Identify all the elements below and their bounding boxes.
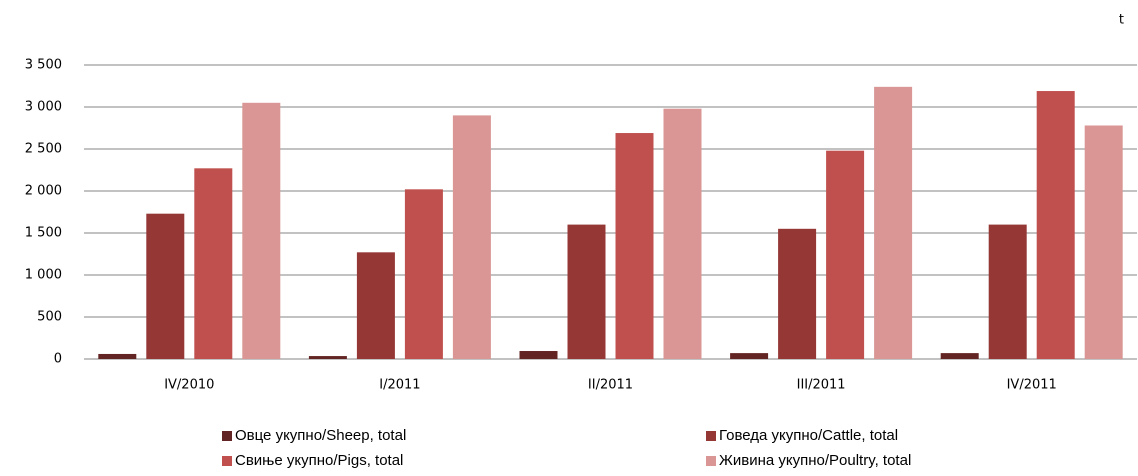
legend-label: Овце укупно/Sheep, total [235,427,406,444]
legend-swatch [222,456,232,466]
y-tick-label: 1 000 [25,268,62,283]
bar [826,150,865,359]
bar [730,353,769,359]
x-tick-label: I/2011 [379,378,420,393]
bar [98,353,137,359]
y-tick-label: 0 [54,352,62,367]
bar [874,86,913,359]
legend-label: Живина укупно/Poultry, total [719,452,911,469]
unit-label: t [1119,13,1124,28]
bar [242,102,281,360]
x-tick-label: II/2011 [588,378,633,393]
y-tick-label: 1 500 [25,226,62,241]
x-tick-label: III/2011 [797,378,846,393]
y-tick-label: 2 000 [25,184,62,199]
bar [146,213,185,359]
bar [1084,125,1123,359]
bar [778,228,817,359]
legend-label: Свиње укупно/Pigs, total [235,452,403,469]
bar [663,108,702,360]
bar [404,189,443,359]
bar [194,168,233,359]
legend-swatch [706,431,716,441]
legend-swatch [706,456,716,466]
x-tick-label: IV/2010 [164,378,214,393]
x-tick-label: IV/2011 [1007,378,1057,393]
bar [1036,91,1075,359]
y-tick-label: 500 [37,310,62,325]
bar [615,133,654,359]
bar [940,353,979,359]
y-tick-label: 3 500 [25,58,62,73]
y-tick-label: 3 000 [25,100,62,115]
y-tick-label: 2 500 [25,142,62,157]
legend-label: Говеда укупно/Cattle, total [719,427,898,444]
bar [988,224,1027,359]
bar [356,252,395,359]
bar [308,356,347,359]
bar [567,224,606,359]
legend-swatch [222,431,232,441]
bar [452,115,491,360]
bar [519,351,558,359]
